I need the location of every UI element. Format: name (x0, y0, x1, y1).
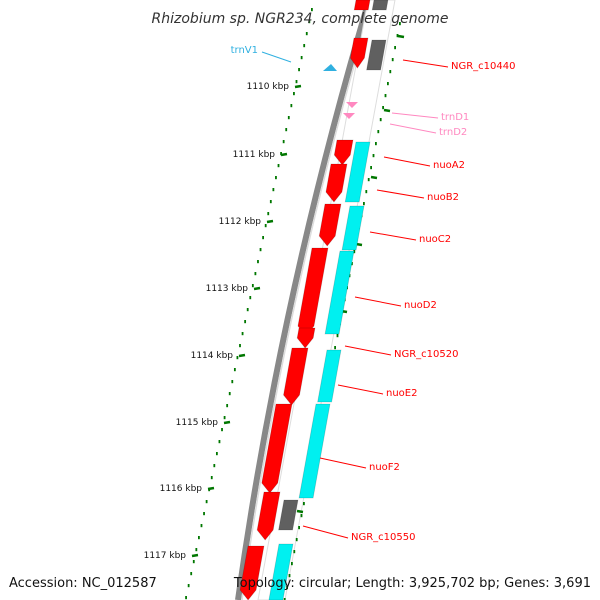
gene-leader-line (391, 112, 439, 119)
cds-block (324, 250, 355, 335)
ruler-ticks: 1110 kbp 1111 kbp 1112 kbp 1113 kbp 1114 kbp… (144, 34, 405, 561)
gene-label: trnD2 (439, 127, 467, 138)
gene-label: NGR_c10440 (451, 61, 516, 72)
cds-block (268, 543, 294, 600)
ruler-tick (191, 553, 199, 558)
ruler-minor-tick (296, 509, 304, 514)
gene-leader-line (302, 525, 349, 539)
gene-label: nuoA2 (433, 160, 465, 171)
gene-leader-line (369, 231, 417, 241)
ruler-minor-tick (383, 108, 391, 113)
ruler-tick-label: 1117 kbp (144, 551, 187, 561)
cds-block (341, 205, 365, 251)
gene-leader-line (319, 457, 367, 469)
gene-label: nuoC2 (419, 234, 451, 245)
gene-block (353, 0, 371, 11)
cds-block (298, 403, 331, 499)
ruler-tick (280, 152, 288, 157)
gene-leader-line (344, 345, 392, 356)
ruler-tick-label: 1115 kbp (176, 418, 219, 428)
map-title: Rhizobium sp. NGR234, complete genome (152, 11, 449, 27)
gene-leader-line (354, 296, 402, 307)
ruler-tick-label: 1116 kbp (160, 484, 203, 494)
ruler-tick (223, 420, 231, 425)
gene-label: nuoB2 (427, 192, 459, 203)
topology-label: Topology: circular; Length: 3,925,702 bp… (233, 576, 591, 591)
ruler-dots-outer (185, 8, 313, 600)
gene-leader-line (261, 51, 292, 63)
ruler-tick-label: 1113 kbp (206, 284, 249, 294)
gene-label: nuoF2 (369, 462, 400, 473)
ruler-minor-tick (397, 34, 405, 39)
gene-label: trnD1 (441, 112, 469, 123)
gene-arrow (349, 37, 369, 69)
gene-leader-line (337, 384, 384, 395)
gene-labels: trnV1 NGR_c10440 trnD1 trnD2 nuoA2 nuoB2 nuoC2… (231, 45, 516, 543)
accession-label: Accession: NC_012587 (9, 576, 157, 591)
gene-arrow (256, 491, 281, 541)
pseudogene-block (278, 499, 299, 531)
gene-label: trnV1 (231, 45, 258, 56)
gene-label: nuoE2 (386, 388, 417, 399)
ruler-tick (207, 486, 215, 491)
ruler-tick (294, 84, 302, 89)
feature-blocks (239, 0, 389, 600)
gene-arrow (261, 403, 293, 494)
gene-leader-line (402, 59, 449, 68)
gene-arrow (296, 327, 316, 349)
cds-block (317, 349, 342, 403)
trna-reverse-glyph (346, 102, 358, 108)
ruler-tick (253, 286, 261, 291)
gene-arrow (239, 545, 265, 600)
gene-arrow (333, 139, 354, 166)
trna-reverse-glyph (343, 113, 355, 119)
gene-arrow (325, 163, 348, 203)
pseudogene-block (366, 39, 387, 71)
ruler-tick (266, 219, 274, 224)
ruler-tick (238, 353, 246, 358)
gene-leader-line (389, 123, 437, 134)
genome-backbone (235, 0, 372, 600)
ruler-minor-tick (370, 175, 378, 180)
gene-label: NGR_c10520 (394, 349, 459, 360)
gene-arrow (283, 347, 309, 406)
genome-backbone-highlight (241, 0, 374, 600)
ruler-tick-label: 1111 kbp (233, 150, 276, 160)
ruler-tick-label: 1112 kbp (219, 217, 262, 227)
pseudogene-block (371, 0, 389, 11)
gene-label: nuoD2 (404, 300, 437, 311)
trna-forward-glyph (323, 64, 337, 71)
gene-leader-line (376, 189, 425, 199)
gene-arrow (318, 203, 342, 247)
gene-label: NGR_c10550 (351, 532, 416, 543)
ruler-tick-label: 1110 kbp (247, 82, 290, 92)
cds-block (344, 141, 371, 203)
ruler-tick-label: 1114 kbp (191, 351, 234, 361)
gene-leader-line (383, 156, 431, 167)
